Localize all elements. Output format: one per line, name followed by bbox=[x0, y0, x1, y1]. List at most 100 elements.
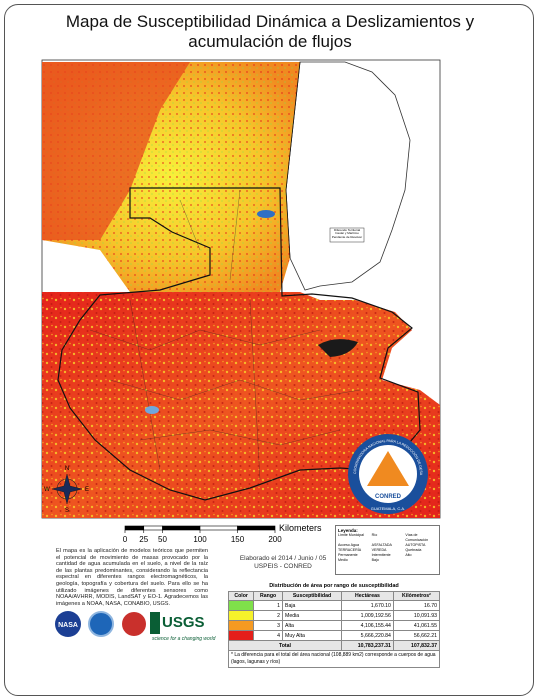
scale-segment bbox=[143, 525, 163, 531]
color-swatch bbox=[227, 600, 255, 611]
table-header-cell: Hectáreas bbox=[340, 591, 394, 601]
color-swatch bbox=[227, 630, 255, 641]
legend-item: Río bbox=[371, 533, 378, 537]
legend-item: VEREDA bbox=[371, 548, 387, 552]
scale-label: 50 bbox=[158, 535, 167, 544]
table-header-cell: Rango bbox=[253, 591, 283, 601]
conred-logo bbox=[348, 434, 428, 514]
legend-title: Leyenda: bbox=[338, 528, 358, 533]
rank-cell: 4 bbox=[253, 630, 283, 641]
legend: Leyenda: Límite Municipal Río Vías de Comun… bbox=[335, 525, 440, 575]
level-cell: Baja bbox=[282, 600, 342, 611]
scale-label: 100 bbox=[193, 535, 207, 544]
neighbor-outline bbox=[285, 61, 411, 291]
scale-label: 25 bbox=[139, 535, 148, 544]
country-border bbox=[57, 187, 421, 501]
legend-item: Medio bbox=[338, 558, 348, 562]
table-row: 3 Alta 4,106,155.44 41,061.55 bbox=[227, 620, 441, 631]
legend-item: Límite Municipal bbox=[338, 533, 364, 537]
scale-label: 0 bbox=[123, 535, 128, 544]
compass bbox=[51, 473, 83, 505]
credit-date: Elaborado el 2014 / Junio / 05 bbox=[239, 555, 327, 562]
legend-item: Vías de Comunicación bbox=[405, 533, 429, 542]
table-row: 4 Muy Alta 5,666,220.84 56,662.21 bbox=[227, 630, 441, 641]
lake bbox=[318, 339, 358, 357]
table-header-cell: Kilómetros² bbox=[392, 591, 441, 601]
total-km2: 107,832.37 bbox=[392, 640, 441, 651]
rank-cell: 1 bbox=[253, 600, 283, 611]
nasa-logo bbox=[55, 611, 81, 637]
lake bbox=[257, 210, 275, 218]
border-line bbox=[285, 61, 301, 259]
noaa-logo bbox=[88, 611, 114, 637]
legend-item: Bajo bbox=[371, 558, 379, 562]
rank-cell: 3 bbox=[253, 620, 283, 631]
municipal-lines bbox=[89, 189, 361, 481]
table: Color Rango Susceptibilidad Hectáreas Kilóme… bbox=[227, 591, 441, 651]
legend-item: Quebrada bbox=[405, 548, 422, 552]
scale-label: 200 bbox=[268, 535, 282, 544]
color-swatch bbox=[227, 610, 255, 621]
scale-unit: Kilometers bbox=[279, 523, 322, 533]
legend-item: Acceso Agua bbox=[338, 543, 359, 547]
km2-cell: 16.70 bbox=[392, 600, 441, 611]
level-cell: Media bbox=[282, 610, 342, 621]
usgs-label: USGS bbox=[162, 614, 205, 631]
compass-e: E bbox=[85, 487, 89, 493]
table-row: 2 Media 1,009,192.56 10,091.93 bbox=[227, 610, 441, 621]
credit-org: USPEIS - CONRED bbox=[254, 563, 312, 570]
note: Diferendo Territorial Insular y Marítimo… bbox=[331, 229, 363, 239]
table-body: 1 Baja 1,670.10 16.70 2 Media 1,009,192.56 10,0… bbox=[227, 600, 441, 651]
frame bbox=[4, 4, 534, 696]
conred-label: CONRED bbox=[375, 494, 402, 500]
hectares-cell: 1,009,192.56 bbox=[340, 610, 394, 621]
scale-segment bbox=[237, 525, 276, 531]
rank-cell: 2 bbox=[253, 610, 283, 621]
table-note: * La diferencia para el total del área n… bbox=[228, 651, 440, 668]
scale-segment bbox=[162, 525, 201, 531]
map-title: Mapa de Susceptibilidad Dinámica a Desli… bbox=[65, 12, 475, 51]
table-total-row: Total 10,783,237.31 107,832.37 bbox=[228, 640, 441, 651]
hectares-cell: 5,666,220.84 bbox=[340, 630, 394, 641]
km2-cell: 41,061.55 bbox=[392, 620, 441, 631]
scale-segment bbox=[124, 525, 145, 531]
description: El mapa es la aplicación de modelos teór… bbox=[56, 548, 208, 607]
raster-red-zone bbox=[42, 62, 190, 240]
compass-w: W bbox=[44, 487, 50, 493]
scale-bar: 0 25 50 100 150 200 Kilometers bbox=[123, 523, 322, 544]
scale-segment bbox=[199, 525, 238, 531]
note-box bbox=[329, 227, 365, 243]
level-cell: Alta bbox=[282, 620, 342, 631]
hectares-cell: 4,106,155.44 bbox=[340, 620, 394, 631]
table-row: 1 Baja 1,670.10 16.70 bbox=[227, 600, 441, 611]
usgs-mark bbox=[150, 612, 160, 634]
credit: Elaborado el 2014 / Junio / 05 USPEIS - … bbox=[228, 555, 338, 571]
legend-item: ASFALTADA bbox=[371, 543, 392, 547]
legend-item: Intermitente bbox=[371, 553, 391, 557]
table-header-cell: Color bbox=[227, 591, 255, 601]
level-cell: Muy Alta bbox=[282, 630, 342, 641]
conred-country: GUATEMALA, C.A. bbox=[371, 506, 405, 511]
legend-item: Alto bbox=[405, 553, 412, 557]
lake bbox=[145, 406, 159, 414]
legend-item: TERRACERÍA bbox=[338, 548, 362, 552]
legend-items: Límite Municipal Río Vías de Comunicación A… bbox=[338, 533, 437, 563]
table-header: Color Rango Susceptibilidad Hectáreas Kilóme… bbox=[227, 591, 441, 601]
legend-item: AUTOPISTA bbox=[405, 543, 426, 547]
total-label: Total bbox=[228, 640, 342, 651]
table-header-cell: Susceptibilidad bbox=[282, 591, 342, 601]
compass-s: S bbox=[65, 508, 69, 514]
partner-logo bbox=[122, 612, 146, 636]
usgs-tagline: science for a changing world bbox=[152, 636, 216, 642]
legend-item: Permanente bbox=[338, 553, 358, 557]
nasa-label: NASA bbox=[58, 622, 78, 629]
note-text: Diferendo Territorial Insular y Marítimo… bbox=[331, 229, 363, 239]
km2-cell: 56,662.21 bbox=[392, 630, 441, 641]
compass-n: N bbox=[65, 466, 69, 472]
km2-cell: 10,091.93 bbox=[392, 610, 441, 621]
scale-label: 150 bbox=[231, 535, 245, 544]
area-table: Distribución de área por rango de suscep… bbox=[227, 583, 441, 668]
hectares-cell: 1,670.10 bbox=[340, 600, 394, 611]
total-hectares: 10,783,237.31 bbox=[340, 640, 394, 651]
